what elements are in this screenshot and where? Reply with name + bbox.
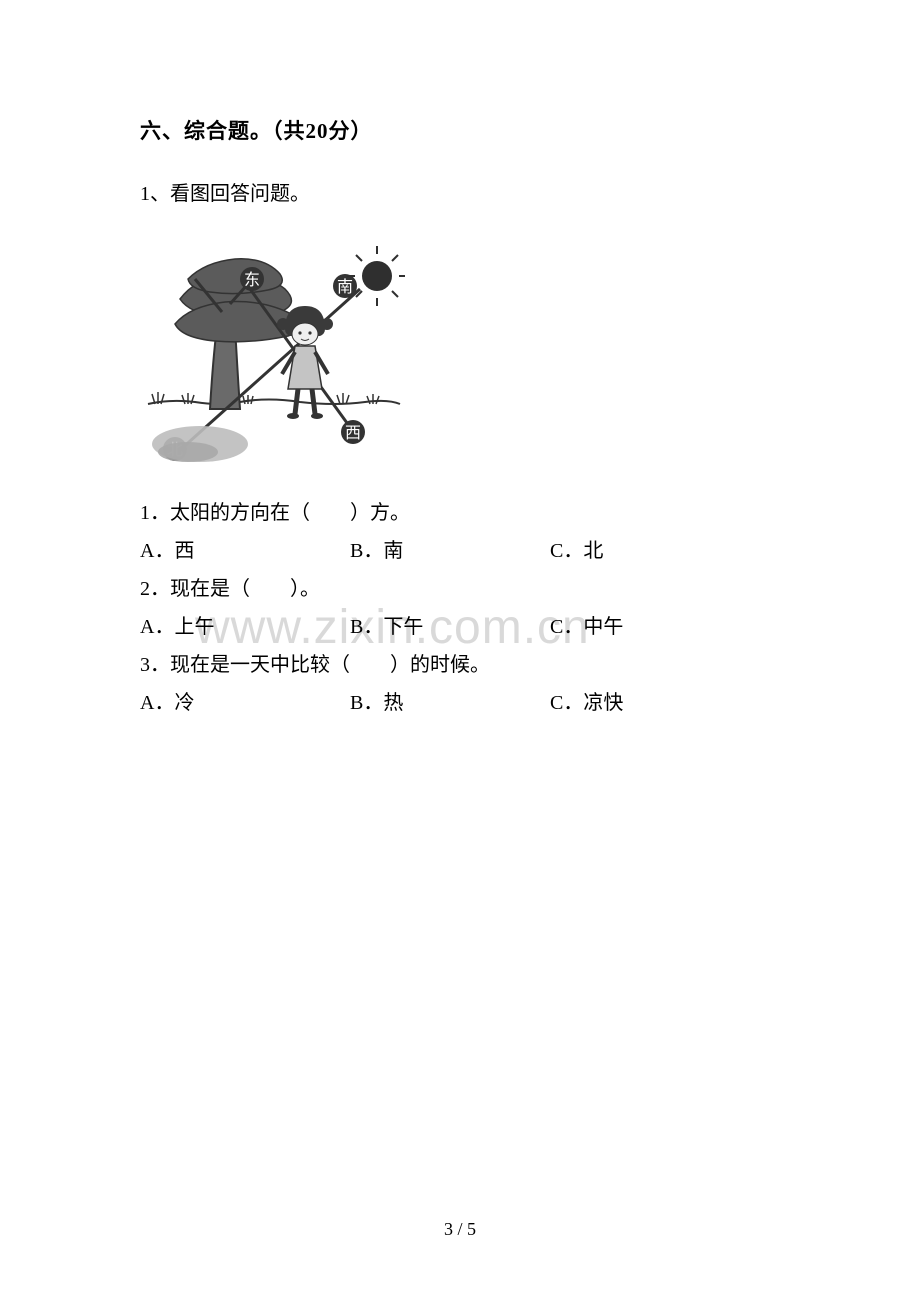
label-east: 东 — [244, 271, 260, 289]
q3-option-a: A．冷 — [140, 684, 350, 722]
illustration: 东 南 北 西 — [140, 234, 785, 476]
label-west: 西 — [345, 425, 361, 442]
q1-option-c: C．北 — [550, 532, 785, 570]
q2-option-b: B．下午 — [350, 608, 550, 646]
q3-option-b: B．热 — [350, 684, 550, 722]
scene-svg: 东 南 北 西 — [140, 234, 405, 471]
q1-options: A．西 B．南 C．北 — [140, 532, 785, 570]
page-content: 六、综合题。（共20分） 1、看图回答问题。 — [0, 0, 920, 722]
q3-options: A．冷 B．热 C．凉快 — [140, 684, 785, 722]
q3-stem: 3．现在是一天中比较（ ）的时候。 — [140, 646, 785, 684]
q2-option-c: C．中午 — [550, 608, 785, 646]
q1-stem: 1．太阳的方向在（ ）方。 — [140, 494, 785, 532]
q1-option-a: A．西 — [140, 532, 350, 570]
q2-stem: 2．现在是（ ）。 — [140, 570, 785, 608]
question-intro: 1、看图回答问题。 — [140, 177, 785, 206]
q2-options: A．上午 B．下午 C．中午 — [140, 608, 785, 646]
section-title: 六、综合题。（共20分） — [140, 115, 785, 145]
page-number: 3 / 5 — [0, 1219, 920, 1240]
q1-option-b: B．南 — [350, 532, 550, 570]
q2-option-a: A．上午 — [140, 608, 350, 646]
label-south: 南 — [337, 278, 353, 296]
q3-option-c: C．凉快 — [550, 684, 785, 722]
